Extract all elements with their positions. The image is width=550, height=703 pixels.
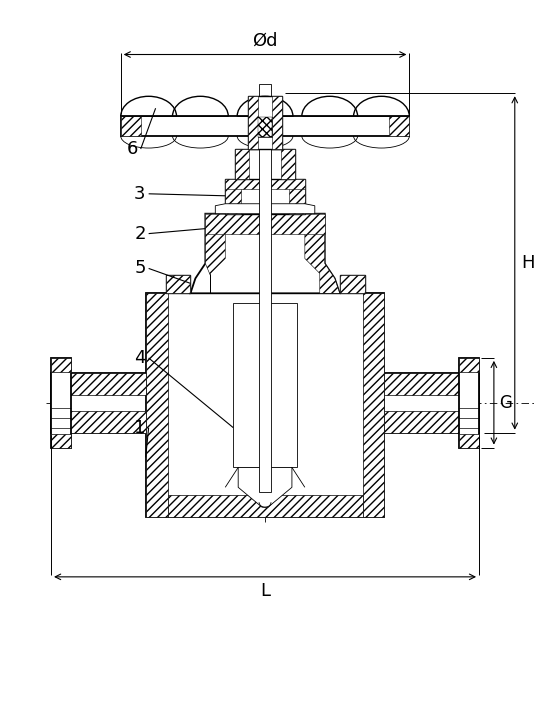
Polygon shape bbox=[305, 214, 340, 293]
Polygon shape bbox=[190, 214, 340, 293]
Bar bbox=[51, 373, 146, 432]
Polygon shape bbox=[168, 496, 362, 517]
Polygon shape bbox=[190, 214, 226, 293]
Polygon shape bbox=[51, 373, 146, 395]
Bar bbox=[340, 276, 365, 293]
Bar bbox=[226, 179, 305, 214]
Bar bbox=[233, 303, 297, 467]
Text: H: H bbox=[521, 254, 534, 272]
Text: 6: 6 bbox=[126, 140, 138, 158]
Polygon shape bbox=[146, 293, 168, 517]
Polygon shape bbox=[51, 434, 71, 448]
Bar bbox=[235, 149, 295, 179]
Polygon shape bbox=[226, 179, 305, 189]
Polygon shape bbox=[362, 293, 384, 517]
Polygon shape bbox=[238, 467, 292, 507]
Polygon shape bbox=[384, 411, 479, 432]
Polygon shape bbox=[248, 96, 258, 149]
Text: 1: 1 bbox=[134, 418, 146, 437]
Bar bbox=[166, 276, 190, 293]
Text: 4: 4 bbox=[134, 349, 146, 367]
Polygon shape bbox=[215, 204, 315, 214]
Text: 5: 5 bbox=[134, 259, 146, 278]
Polygon shape bbox=[166, 276, 190, 293]
Polygon shape bbox=[205, 214, 324, 233]
Polygon shape bbox=[235, 149, 249, 179]
Polygon shape bbox=[459, 358, 479, 372]
Bar bbox=[259, 84, 271, 492]
Polygon shape bbox=[289, 179, 305, 214]
Bar bbox=[258, 117, 272, 137]
Polygon shape bbox=[272, 96, 282, 149]
Polygon shape bbox=[389, 116, 409, 136]
Bar bbox=[51, 358, 71, 448]
Polygon shape bbox=[51, 411, 146, 432]
Polygon shape bbox=[459, 434, 479, 448]
Polygon shape bbox=[340, 276, 365, 293]
Text: L: L bbox=[260, 582, 270, 600]
Bar bbox=[146, 293, 384, 517]
Text: Ød: Ød bbox=[252, 32, 278, 49]
Polygon shape bbox=[121, 116, 141, 136]
Bar bbox=[384, 373, 479, 432]
Bar bbox=[248, 96, 282, 149]
Bar bbox=[121, 116, 409, 136]
Text: 3: 3 bbox=[134, 185, 146, 202]
Text: 2: 2 bbox=[134, 224, 146, 243]
Polygon shape bbox=[281, 149, 295, 179]
Polygon shape bbox=[384, 373, 479, 395]
Polygon shape bbox=[51, 358, 71, 372]
Polygon shape bbox=[258, 117, 272, 137]
Text: G: G bbox=[499, 394, 512, 412]
Polygon shape bbox=[226, 179, 241, 214]
Text: M1: M1 bbox=[244, 363, 396, 452]
Bar bbox=[459, 358, 479, 448]
